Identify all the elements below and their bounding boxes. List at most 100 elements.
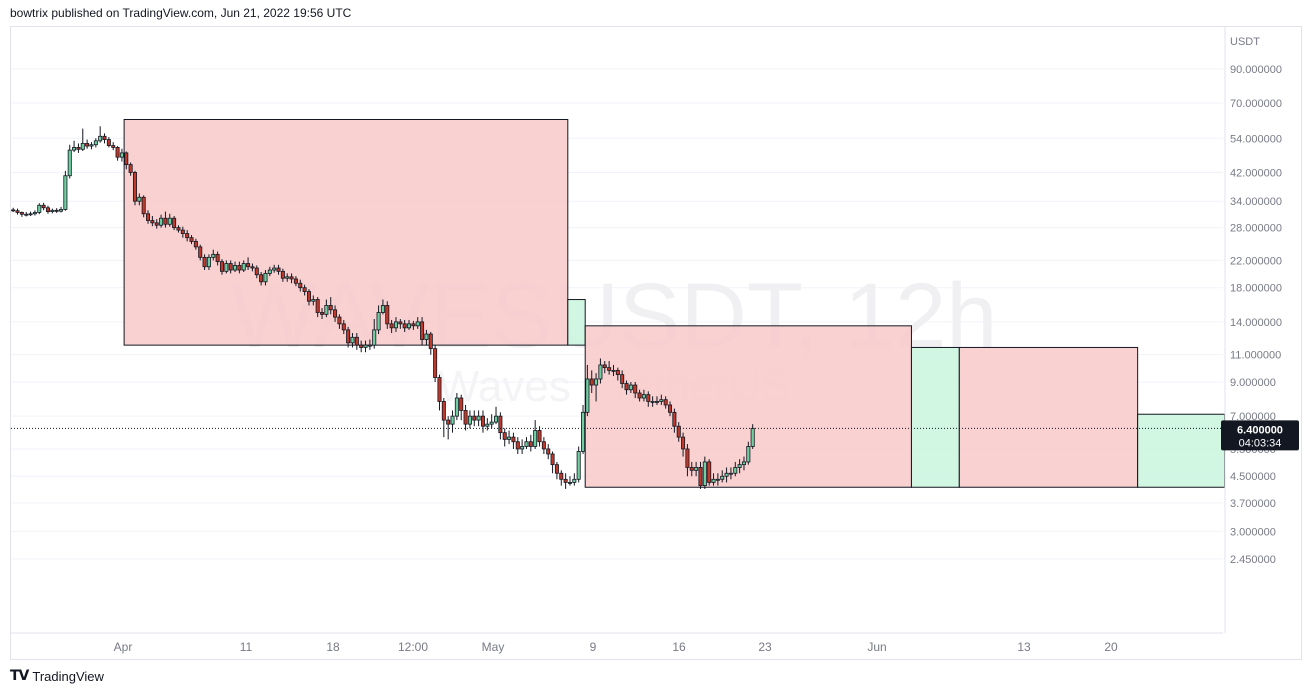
candle [219, 259, 224, 275]
price-axis[interactable]: USDT 90.000000 70.000000 54.000000 42.000000… [1224, 27, 1282, 633]
candle-body-down [115, 147, 120, 158]
candle-body-down [559, 472, 564, 480]
candle-body-up [159, 217, 164, 226]
time-tick-label: 20 [1104, 640, 1118, 654]
candle [572, 473, 577, 486]
candle [124, 151, 129, 170]
candle-body-up [450, 415, 455, 425]
candle [489, 414, 494, 429]
candle-body-up [711, 478, 716, 483]
candle [698, 461, 703, 489]
candle-body-down [337, 316, 342, 325]
candle-body-up [37, 204, 42, 213]
candle-body-up [311, 299, 316, 302]
candle-body-up [611, 369, 616, 372]
candle [480, 410, 485, 433]
red-rectangle-drawing[interactable] [958, 346, 1139, 488]
candle-body-up [350, 336, 355, 344]
candle [702, 456, 707, 489]
candle [228, 260, 233, 274]
candle [685, 444, 690, 477]
candle-body-up [67, 149, 72, 177]
price-tick-label: 2.450000 [1230, 554, 1276, 566]
footer-branding[interactable]: TV TradingView [10, 668, 104, 684]
candle [54, 208, 59, 213]
candle-body-down [333, 309, 338, 318]
candle [550, 451, 555, 474]
price-tick-label: 11.000000 [1230, 350, 1281, 362]
candle [576, 446, 581, 483]
price-tick-label: 28.000000 [1230, 223, 1282, 235]
tradingview-logo-icon: TV [10, 668, 29, 684]
red-rectangle-drawing[interactable] [123, 119, 569, 346]
candle-body-down [172, 217, 177, 229]
candle-body-down [554, 464, 559, 474]
candle-body-down [624, 383, 629, 391]
candle-body-down [498, 415, 503, 434]
candle-body-up [628, 384, 633, 391]
candle-body-down [633, 384, 638, 394]
green-rectangle-drawing[interactable] [567, 299, 586, 346]
candle-body-down [707, 461, 712, 483]
candle [80, 128, 85, 151]
chart-area[interactable]: WAVESUSDT, 12h Waves / TetherUS USDT90.0… [10, 26, 1302, 660]
candle-body-down [280, 270, 285, 279]
candle [681, 432, 686, 457]
candle-body-up [50, 209, 55, 212]
candle-body-up [567, 482, 572, 484]
green-rectangle-drawing[interactable] [910, 346, 960, 488]
candle-body-down [672, 411, 677, 427]
candle-body-down [646, 394, 651, 402]
candle-body-down [154, 222, 159, 226]
candle [215, 251, 220, 266]
candle [437, 374, 442, 411]
candle [11, 207, 16, 213]
candle [163, 211, 168, 228]
time-axis[interactable]: Apr 11 18 12:00 May 9 16 23 Jun 13 20 [11, 632, 1223, 654]
candle-body-down [15, 210, 20, 213]
rectangle-drawings[interactable] [123, 119, 1226, 488]
candle [76, 143, 81, 153]
candle-body-up [720, 475, 725, 480]
candle [102, 133, 107, 144]
candle-body-down [550, 453, 555, 466]
candle-body-up [750, 427, 755, 447]
candle-body-down [276, 267, 281, 272]
candles-layer [11, 126, 755, 489]
candle [385, 301, 390, 329]
candle [454, 392, 459, 421]
candle-body-down [76, 147, 81, 150]
candle-body-down [237, 265, 242, 271]
candle-body-down [420, 321, 425, 340]
price-tick-label: 3.700000 [1230, 498, 1276, 510]
green-rectangle-drawing[interactable] [1137, 413, 1226, 488]
candle-body-down [480, 415, 485, 427]
candle-body-up [376, 312, 381, 331]
candle [628, 381, 633, 393]
candle-body-up [746, 446, 751, 463]
chart-svg[interactable]: WAVESUSDT, 12h Waves / TetherUS USDT90.0… [11, 27, 1303, 661]
candle [37, 203, 42, 215]
candle [537, 426, 542, 447]
candle [594, 373, 599, 402]
candle [733, 461, 738, 477]
candle [150, 215, 155, 227]
candle-body-up [467, 415, 472, 425]
candle-body-down [589, 378, 594, 386]
candle [737, 459, 742, 474]
candle-body-down [146, 213, 151, 221]
candle-body-down [259, 274, 264, 283]
candle-body-down [111, 145, 116, 148]
candle [146, 210, 151, 224]
candle-body-down [289, 276, 294, 280]
candle-body-down [537, 430, 542, 443]
candle [615, 367, 620, 381]
candle [367, 339, 372, 350]
candle-body-down [298, 282, 303, 289]
candle-body-down [354, 336, 359, 346]
candle-body-down [11, 209, 16, 212]
candle-body-up [415, 321, 420, 327]
time-tick-label: 11 [240, 640, 253, 654]
candle-body-up [372, 329, 377, 346]
candle [428, 331, 433, 355]
